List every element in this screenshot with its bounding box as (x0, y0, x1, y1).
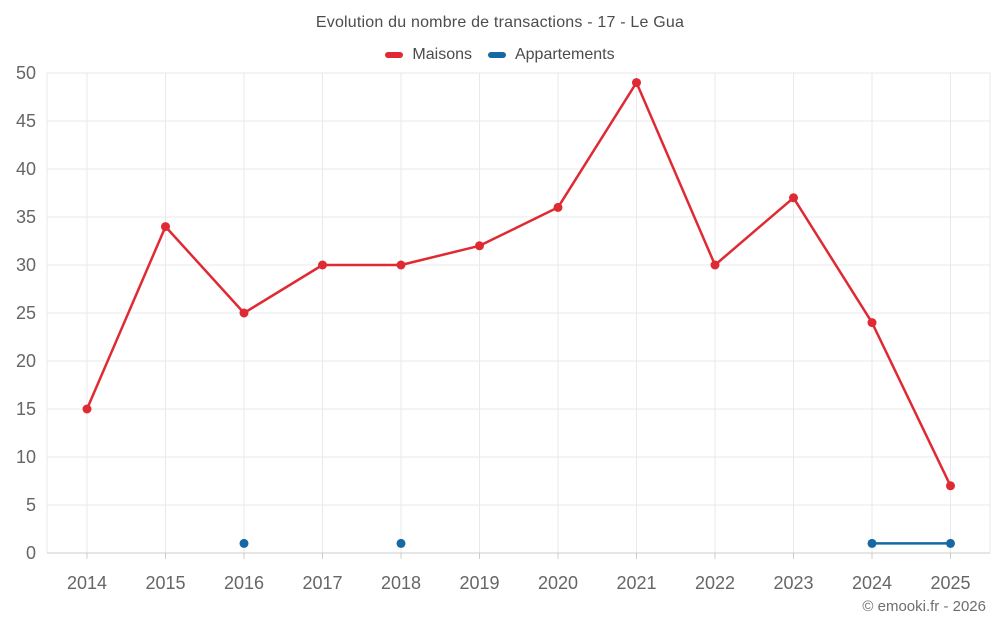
legend-item-appartements[interactable]: Appartements (487, 46, 615, 64)
data-point[interactable] (239, 538, 249, 548)
x-tick-label: 2016 (224, 573, 264, 593)
maisons-series-swatch-icon (385, 52, 404, 58)
y-tick-label: 25 (16, 303, 36, 323)
x-tick-label: 2024 (852, 573, 892, 593)
data-point[interactable] (161, 222, 170, 232)
legend-item-maisons[interactable]: Maisons (385, 46, 472, 64)
x-tick-label: 2023 (773, 573, 813, 593)
appartements-series-swatch-icon (487, 52, 506, 58)
data-point[interactable] (318, 260, 327, 270)
data-point[interactable] (710, 260, 720, 270)
data-point[interactable] (239, 308, 249, 318)
y-tick-label: 10 (16, 447, 36, 467)
x-axis (47, 552, 990, 559)
y-tick-label: 40 (16, 159, 36, 179)
data-point[interactable] (396, 260, 406, 270)
data-point[interactable] (867, 318, 877, 328)
y-tick-label: 5 (26, 495, 36, 515)
data-point[interactable] (946, 538, 955, 548)
data-point[interactable] (396, 538, 406, 548)
y-tick-label: 20 (16, 351, 36, 371)
data-point[interactable] (946, 481, 955, 491)
y-tick-label: 30 (16, 255, 36, 275)
x-tick-label: 2022 (695, 573, 735, 593)
y-tick-label: 45 (16, 111, 36, 131)
data-point[interactable] (789, 193, 798, 203)
x-tick-label: 2015 (145, 573, 185, 593)
x-tick-label: 2020 (538, 573, 578, 593)
x-tick-label: 2025 (930, 573, 970, 593)
y-axis-labels: 0 5 10 15 20 25 30 35 40 45 50 (16, 63, 36, 563)
x-tick-label: 2019 (459, 573, 499, 593)
data-point[interactable] (632, 78, 641, 88)
y-tick-label: 35 (16, 207, 36, 227)
data-point[interactable] (82, 404, 92, 414)
x-tick-label: 2018 (381, 573, 421, 593)
copyright: © emooki.fr - 2026 (862, 598, 986, 615)
chart-title: Evolution du nombre de transactions - 17… (315, 14, 685, 31)
x-tick-label: 2017 (302, 573, 342, 593)
y-tick-label: 0 (26, 543, 36, 563)
x-tick-label: 2021 (616, 573, 656, 593)
data-point[interactable] (553, 202, 563, 212)
y-tick-label: 15 (16, 399, 36, 419)
y-tick-label: 50 (16, 63, 36, 83)
series-maisons (82, 78, 955, 491)
x-axis-labels: 2014 2015 2016 2017 2018 2019 2020 2021 2022 2023… (67, 573, 971, 593)
chart-legend: Maisons Appartements (0, 46, 1000, 64)
legend-label-maisons: Maisons (412, 46, 472, 63)
legend-label-appartements: Appartements (514, 46, 615, 63)
gridlines (46, 72, 991, 553)
data-point[interactable] (475, 241, 484, 251)
x-tick-label: 2014 (67, 573, 107, 593)
data-point[interactable] (867, 538, 877, 548)
series-appartements (239, 538, 955, 548)
